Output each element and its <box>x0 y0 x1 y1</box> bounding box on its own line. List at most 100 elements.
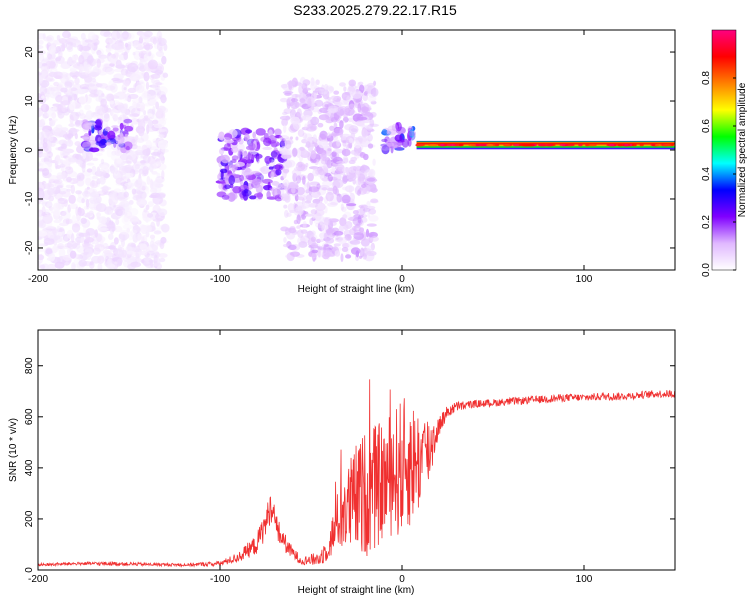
heatmap-blob <box>362 247 368 257</box>
heatmap-blob <box>329 152 340 161</box>
heatmap-blob <box>68 194 76 204</box>
heatmap-blob <box>116 258 123 266</box>
heatmap-blob <box>137 178 142 185</box>
heatmap-blob <box>395 121 402 132</box>
heatmap-blob <box>372 86 377 96</box>
heatmap-speckle <box>428 143 438 147</box>
heatmap-blob <box>334 250 341 257</box>
heatmap-blob <box>155 161 162 167</box>
heatmap-blob <box>247 150 253 157</box>
heatmap-blob <box>363 91 368 96</box>
heatmap-blob <box>161 55 167 65</box>
heatmap-blob <box>100 98 108 108</box>
heatmap-speckle <box>617 143 623 147</box>
heatmap-blob <box>150 188 158 194</box>
heatmap-blob <box>92 247 101 255</box>
heatmap-blob <box>333 230 344 236</box>
heatmap-blob <box>59 210 67 216</box>
heatmap-blob <box>344 185 355 193</box>
heatmap-blob <box>78 259 87 267</box>
heatmap-blob <box>82 224 87 233</box>
heatmap-blob <box>142 117 151 121</box>
heatmap-blob <box>108 195 119 206</box>
heatmap-blob <box>147 113 153 117</box>
heatmap-blob <box>65 42 73 51</box>
heatmap-blob <box>318 196 324 202</box>
heatmap-blob <box>364 248 371 256</box>
heatmap-blob <box>143 44 154 50</box>
heatmap-blob <box>323 232 328 240</box>
heatmap-blob <box>296 225 301 229</box>
heatmap-blob <box>100 158 105 165</box>
heatmap-blob <box>102 249 111 255</box>
heatmap-blob <box>100 186 112 191</box>
heatmap-blob <box>78 95 87 105</box>
heatmap-blob <box>239 180 244 186</box>
heatmap-blob <box>59 159 63 164</box>
heatmap-blob <box>60 63 71 70</box>
heatmap-blob <box>109 62 115 67</box>
heatmap-blob <box>146 175 151 186</box>
heatmap-blob <box>85 177 92 186</box>
heatmap-blob <box>151 170 158 175</box>
heatmap-blob <box>299 146 305 151</box>
heatmap-blob <box>48 71 58 77</box>
heatmap-blob <box>68 123 75 127</box>
heatmap-blob <box>127 246 136 251</box>
heatmap-blob <box>96 212 101 218</box>
heatmap-blob <box>311 105 319 113</box>
snr-ylabel: SNR (10 * v/v) <box>8 418 19 482</box>
heatmap-blob <box>132 101 137 108</box>
heatmap-blob <box>357 103 362 113</box>
heatmap-blob <box>391 123 399 132</box>
heatmap-blob <box>137 137 145 144</box>
heatmap-blob <box>48 133 54 142</box>
heatmap-blob <box>157 139 169 150</box>
heatmap-blob <box>123 118 133 124</box>
heatmap-blob <box>293 206 304 216</box>
heatmap-blob <box>66 139 74 147</box>
heatmap-blob <box>57 82 65 86</box>
heatmap-blob <box>128 200 134 205</box>
heatmap-blob <box>315 198 320 203</box>
heatmap-blob <box>62 151 70 156</box>
heatmap-blob <box>275 182 282 190</box>
heatmap-blob <box>153 179 160 188</box>
heatmap-blob <box>58 37 67 44</box>
heatmap-blob <box>134 247 143 257</box>
heatmap-blob <box>97 227 109 231</box>
heatmap-blob <box>364 237 370 246</box>
heatmap-blob <box>39 264 46 269</box>
heatmap-blob <box>96 108 106 116</box>
heatmap-blob <box>310 209 318 215</box>
heatmap-speckle <box>415 143 425 147</box>
heatmap-speckle <box>585 143 590 147</box>
heatmap-blob <box>158 129 167 133</box>
heatmap-blob <box>90 241 100 245</box>
heatmap-blob <box>312 254 317 258</box>
heatmap-blob <box>295 174 304 181</box>
heatmap-blob <box>255 184 263 194</box>
heatmap-blob <box>131 138 136 143</box>
heatmap-blob <box>340 253 344 262</box>
heatmap-blob <box>268 166 274 170</box>
heatmap-blob <box>294 101 301 108</box>
heatmap-blob <box>287 244 297 251</box>
heatmap-blob <box>343 211 352 220</box>
heatmap-speckle <box>518 143 531 147</box>
heatmap-blob <box>154 257 161 267</box>
heatmap-blob <box>61 171 66 180</box>
heatmap-blob <box>142 166 149 175</box>
heatmap-blob <box>52 228 58 235</box>
heatmap-blob <box>362 208 371 212</box>
heatmap-blob <box>291 94 296 98</box>
heatmap-blob <box>159 117 167 122</box>
heatmap-blob <box>407 130 416 137</box>
heatmap-blob <box>104 93 114 102</box>
heatmap-blob <box>62 159 71 166</box>
heatmap-blob <box>39 53 45 62</box>
heatmap-blob <box>235 161 245 167</box>
heatmap-blob <box>79 63 84 74</box>
heatmap-blob <box>50 160 58 164</box>
